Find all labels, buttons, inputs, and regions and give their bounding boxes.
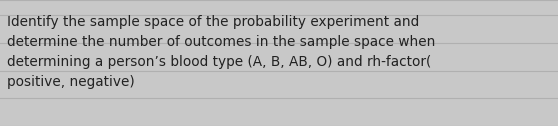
Text: Identify the sample space of the probability experiment and
determine the number: Identify the sample space of the probabi… xyxy=(7,15,435,89)
